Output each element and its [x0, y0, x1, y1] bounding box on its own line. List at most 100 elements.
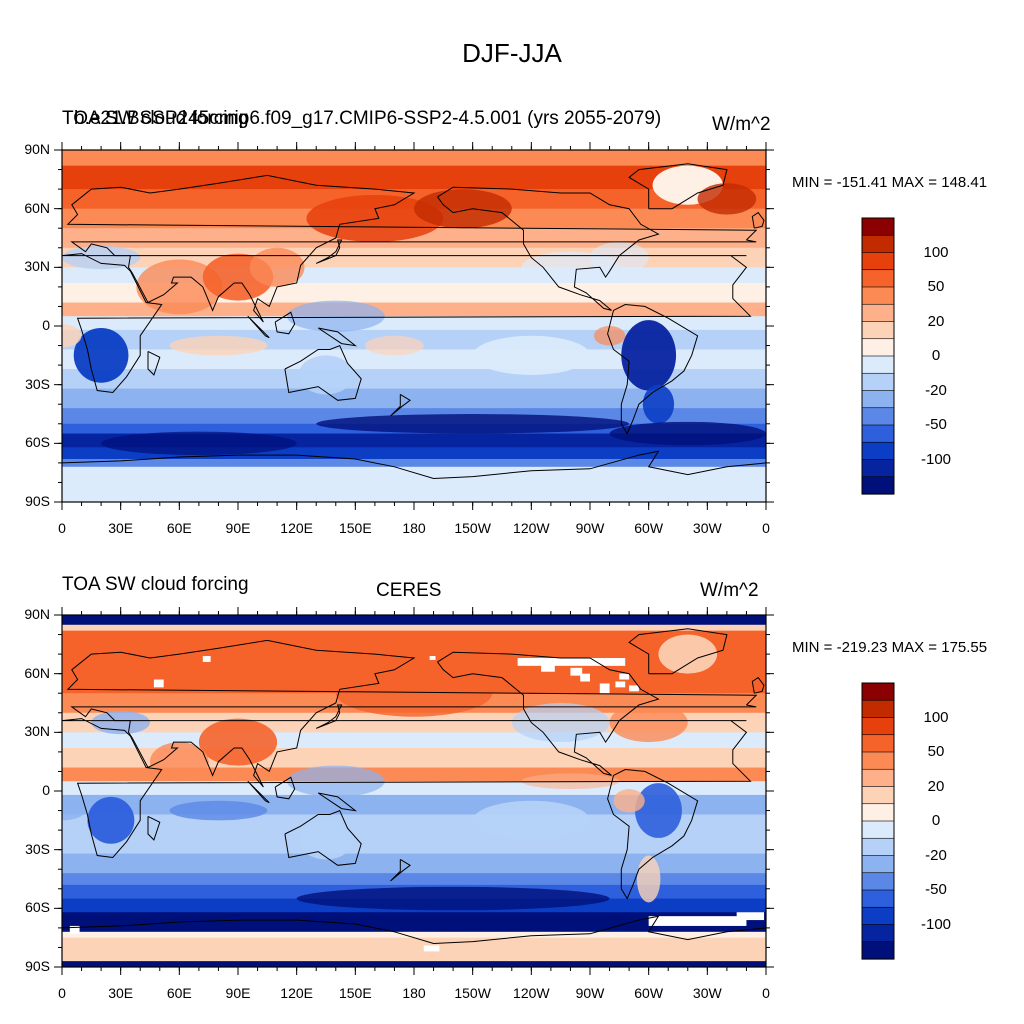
panel-2-center-title: CERES — [376, 580, 442, 601]
colorbar-label: 20 — [927, 777, 945, 795]
missing-data-patch — [517, 658, 626, 666]
contour-field — [62, 615, 766, 967]
lon-tick-label: 90E — [225, 520, 251, 536]
missing-data-patch — [619, 673, 630, 680]
missing-data-patch — [202, 656, 211, 662]
colorbar-label: -50 — [925, 881, 947, 898]
field-anomaly — [87, 796, 135, 844]
lon-tick-label: 30E — [108, 520, 134, 536]
coastline — [62, 915, 766, 945]
colorbar-swatch — [861, 372, 895, 392]
coastline — [284, 344, 362, 401]
field-anomaly — [298, 355, 354, 395]
lon-tick-label: 90W — [575, 985, 605, 1001]
lat-band — [62, 458, 766, 468]
contour-field — [62, 150, 766, 502]
coastline — [390, 393, 411, 417]
colorbar-label: 0 — [931, 347, 941, 364]
colorbar-swatch — [861, 286, 895, 305]
colorbar-swatch — [861, 924, 895, 943]
colorbar-swatch — [861, 424, 895, 443]
field-anomaly — [472, 335, 590, 375]
lon-tick-label: 150W — [454, 520, 491, 536]
lat-tick-label: 0 — [42, 782, 50, 798]
colorbar-label: 50 — [927, 278, 945, 295]
coastline — [147, 350, 161, 376]
lon-tick-label: 180 — [402, 520, 426, 536]
lat-band — [62, 302, 766, 317]
lon-tick-label: 30W — [692, 520, 722, 536]
field-anomaly — [296, 886, 610, 911]
missing-data-patch — [736, 912, 765, 921]
coastline — [628, 163, 728, 210]
lon-tick-label: 0 — [58, 520, 66, 536]
colorbar-swatch — [861, 768, 895, 788]
field-anomaly — [335, 669, 493, 717]
panel-1-minmax: MIN = -151.41 MAX = 148.41 — [792, 174, 988, 191]
coastline — [62, 253, 752, 394]
colorbar-swatch — [861, 906, 895, 926]
lat-band — [62, 912, 766, 933]
missing-data-patch — [153, 679, 164, 688]
lon-tick-label: 0 — [58, 985, 66, 1001]
field-anomaly — [62, 324, 82, 348]
field-anomaly — [593, 326, 626, 346]
lon-tick-label: 90E — [225, 985, 251, 1001]
field-anomaly — [169, 800, 268, 821]
lat-band — [62, 834, 766, 855]
colorbar-swatch — [861, 699, 895, 719]
coastline — [62, 450, 766, 480]
lat-band — [62, 931, 766, 939]
colorbar-swatch — [861, 390, 895, 409]
colorbar-swatch — [861, 234, 895, 254]
colorbar-label: 50 — [927, 743, 945, 760]
lat-tick-label: 60N — [24, 199, 50, 216]
lat-tick-label: 60S — [25, 434, 50, 451]
field-anomaly — [613, 789, 645, 813]
panel-1-left-title: TOA SW cloud forcing — [62, 108, 249, 129]
lon-tick-label: 150W — [454, 985, 491, 1001]
lon-tick-label: 120E — [280, 520, 313, 536]
colorbar-label: -100 — [920, 915, 952, 933]
coastline — [147, 815, 161, 841]
map-panel-ceres — [54, 607, 895, 975]
colorbar-swatch — [861, 734, 895, 753]
field-anomaly — [636, 855, 661, 903]
coastline — [628, 628, 728, 675]
colorbar-label: -20 — [925, 846, 947, 864]
colorbar-swatch — [861, 476, 895, 495]
field-anomaly — [472, 800, 590, 840]
colorbar-swatch — [861, 820, 895, 839]
figure-title: DJF-JJA — [462, 38, 562, 68]
lon-tick-label: 60E — [166, 985, 192, 1001]
colorbar-swatch — [861, 459, 895, 478]
lon-tick-label: 60W — [634, 985, 664, 1001]
coastline — [607, 303, 699, 435]
lat-tick-label: 30N — [24, 258, 50, 275]
coastline — [437, 186, 660, 311]
lat-band — [62, 316, 766, 331]
field-anomaly — [609, 421, 766, 446]
lat-band — [62, 961, 766, 967]
coastline — [437, 651, 660, 776]
coastline — [66, 639, 758, 788]
lat-band — [62, 388, 766, 409]
lat-tick-label: 90S — [25, 493, 50, 509]
field-anomaly — [249, 247, 305, 287]
coastline — [751, 676, 765, 694]
panel-2-units: W/m^2 — [700, 580, 759, 601]
coastline — [315, 704, 343, 729]
lat-tick-label: 30N — [24, 723, 50, 740]
field-anomaly — [150, 742, 209, 782]
colorbar-swatch — [861, 321, 895, 340]
missing-data-patch — [429, 656, 436, 660]
field-anomaly — [365, 335, 424, 356]
lat-tick-label: 90N — [24, 141, 50, 157]
colorbar-swatch — [861, 872, 895, 891]
colorbar-swatch — [861, 338, 895, 357]
lat-band — [62, 873, 766, 886]
field-anomaly — [62, 245, 141, 270]
field-anomaly — [697, 183, 757, 215]
colorbar-swatch — [861, 803, 895, 822]
lon-tick-label: 90W — [575, 520, 605, 536]
